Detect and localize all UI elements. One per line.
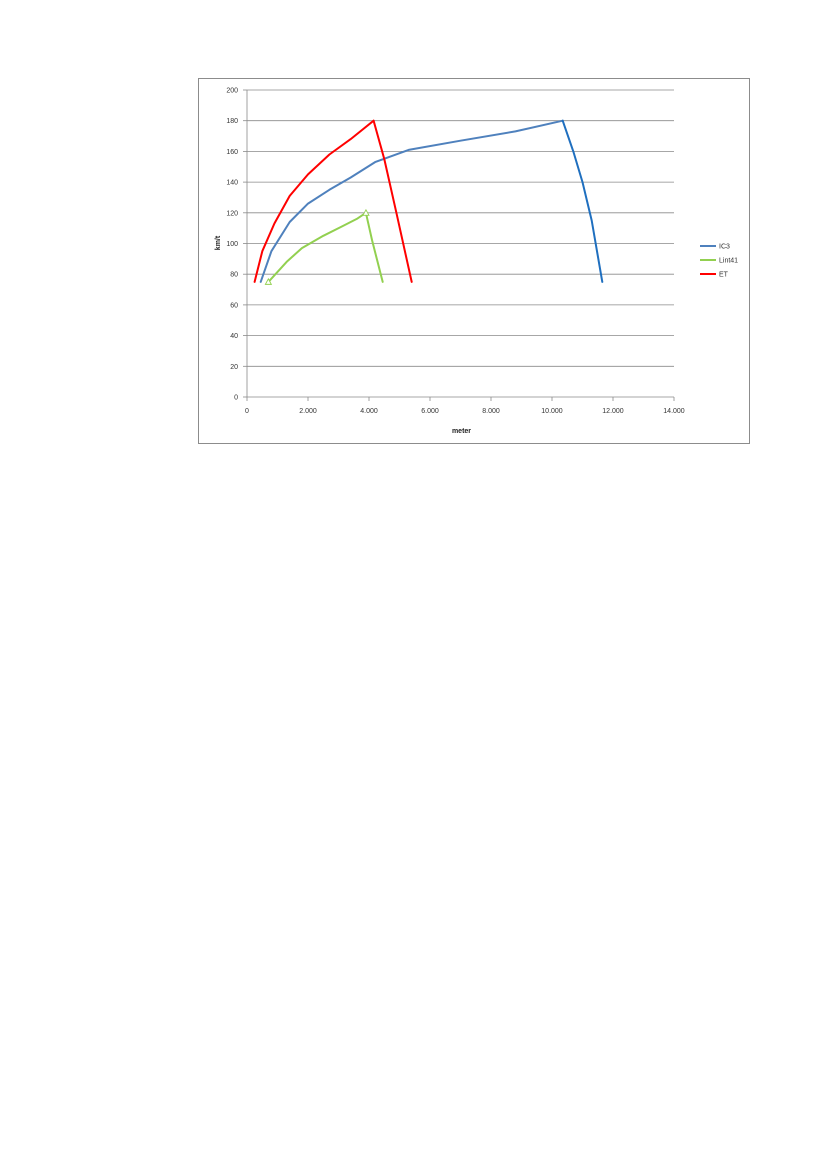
x-tick-label: 4.000 [360, 408, 378, 415]
x-tick-label: 6.000 [421, 408, 439, 415]
legend-label-et: ET [719, 272, 729, 279]
x-tick-label: 14.000 [663, 408, 685, 415]
series-lines [253, 119, 604, 285]
y-tick-label: 60 [230, 302, 238, 309]
y-axis-title: km/t [215, 235, 222, 250]
x-tick-label: 10.000 [541, 408, 563, 415]
series-decline-et [372, 119, 413, 283]
y-tick-label: 0 [234, 395, 238, 402]
grid-lines [247, 89, 674, 367]
y-tick-label: 40 [230, 333, 238, 340]
x-tick-label: 8.000 [482, 408, 500, 415]
data-point-marker [264, 277, 273, 285]
y-tick-label: 20 [230, 364, 238, 371]
x-tick-label: 0 [245, 408, 249, 415]
series-line-ic3 [259, 119, 564, 283]
x-tick-label: 2.000 [299, 408, 317, 415]
series-decline-lint41 [364, 211, 384, 283]
series-line-et [253, 119, 375, 283]
data-point-marker [362, 208, 370, 216]
legend-label-ic3: IC3 [719, 244, 730, 251]
series-line-lint41 [267, 211, 367, 283]
y-tick-label: 200 [226, 88, 238, 95]
series-decline-ic3 [561, 119, 604, 283]
y-tick-label: 140 [226, 180, 238, 187]
y-tick-label: 100 [226, 241, 238, 248]
axes: 0 20 40 60 80 100 120 140 160 180 200 0 2.000 4.000 6.… [226, 88, 684, 416]
y-tick-label: 80 [230, 272, 238, 279]
x-tick-label: 12.000 [602, 408, 624, 415]
y-tick-label: 160 [226, 149, 238, 156]
legend-label-lint41: Lint41 [719, 258, 738, 265]
legend: IC3 Lint41 ET [700, 244, 738, 279]
x-axis-title: meter [452, 428, 471, 435]
y-tick-label: 120 [226, 210, 238, 217]
y-tick-label: 180 [226, 118, 238, 125]
